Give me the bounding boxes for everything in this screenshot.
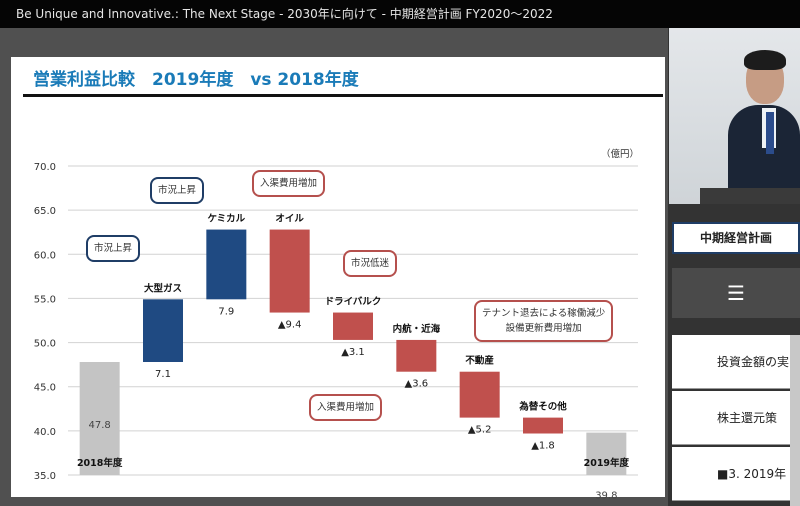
value-label: ▲3.6 — [405, 379, 429, 390]
category-label: ケミカル — [207, 214, 245, 225]
category-label: 内航・近海 — [393, 323, 441, 335]
nav-item-investment[interactable]: 投資金額の実 — [672, 335, 800, 389]
slide-title: 営業利益比較 2019年度 vs 2018年度 — [33, 70, 359, 90]
nav-item-fy2019[interactable]: ■3. 2019年 — [672, 447, 800, 501]
podium — [700, 188, 800, 204]
callout-docking-cost-oil: 入渠費用増加 — [252, 170, 326, 197]
bar-5 — [396, 339, 437, 372]
value-label: ▲3.1 — [341, 347, 365, 358]
category-label: 2018年度 — [77, 457, 123, 469]
y-tick-label: 60.0 — [34, 250, 56, 261]
value-label: ▲9.4 — [278, 320, 302, 331]
category-label: ドライバルク — [325, 296, 382, 308]
callout-market-rise-chemical: 市況上昇 — [150, 177, 205, 204]
bar-8 — [586, 432, 627, 475]
y-tick-label: 35.0 — [34, 471, 56, 482]
nav-item-shareholder-return[interactable]: 株主還元策 — [672, 391, 800, 445]
bar-6 — [459, 371, 500, 418]
sidebar-scrollbar[interactable] — [790, 335, 800, 506]
value-label: ▲5.2 — [468, 425, 492, 436]
y-tick-label: 40.0 — [34, 427, 56, 438]
category-label: 不動産 — [465, 355, 494, 367]
y-tick-label: 45.0 — [34, 383, 56, 394]
menu-title[interactable]: 中期経営計画 — [672, 222, 800, 254]
unit-label: （億円） — [601, 148, 639, 160]
bar-3 — [269, 229, 310, 313]
category-label: 2019年度 — [584, 457, 630, 469]
y-tick-label: 70.0 — [34, 162, 56, 173]
value-label: ▲1.8 — [531, 441, 555, 452]
bar-4 — [333, 312, 373, 340]
slide: 営業利益比較 2019年度 vs 2018年度 — [11, 57, 665, 497]
presenter-hair — [744, 50, 786, 70]
presenter-tie — [766, 112, 774, 154]
callout-market-slump: 市況低迷 — [343, 250, 398, 277]
callout-docking-cost-coastal: 入渠費用増加 — [309, 394, 383, 421]
bar-1 — [143, 299, 183, 362]
value-label: 7.9 — [218, 306, 234, 317]
callout-tenant-vacancy: テナント退去による稼働減少 設備更新費用増加 — [474, 300, 614, 342]
value-label: 39.8 — [595, 491, 617, 502]
callout-market-rise-gas: 市況上昇 — [86, 235, 141, 262]
hamburger-icon[interactable]: ☰ — [672, 268, 800, 318]
value-label: 47.8 — [89, 420, 111, 431]
category-label: 大型ガス — [144, 282, 182, 294]
title-divider — [23, 94, 663, 97]
category-label: オイル — [275, 214, 304, 225]
y-tick-label: 50.0 — [34, 339, 56, 350]
y-tick-label: 55.0 — [34, 294, 56, 305]
bar-7 — [523, 417, 563, 434]
value-label: 7.1 — [155, 369, 171, 380]
bar-0 — [79, 361, 120, 475]
waterfall-chart: （億円） 35.0 40.0 45.0 50.0 55.0 60.0 65.0 70.0 47.8… — [34, 148, 639, 502]
window-title: Be Unique and Innovative.: The Next Stag… — [0, 0, 800, 28]
bar-2 — [206, 229, 247, 300]
category-label: 為替その他 — [518, 401, 567, 413]
y-tick-label: 65.0 — [34, 206, 56, 217]
